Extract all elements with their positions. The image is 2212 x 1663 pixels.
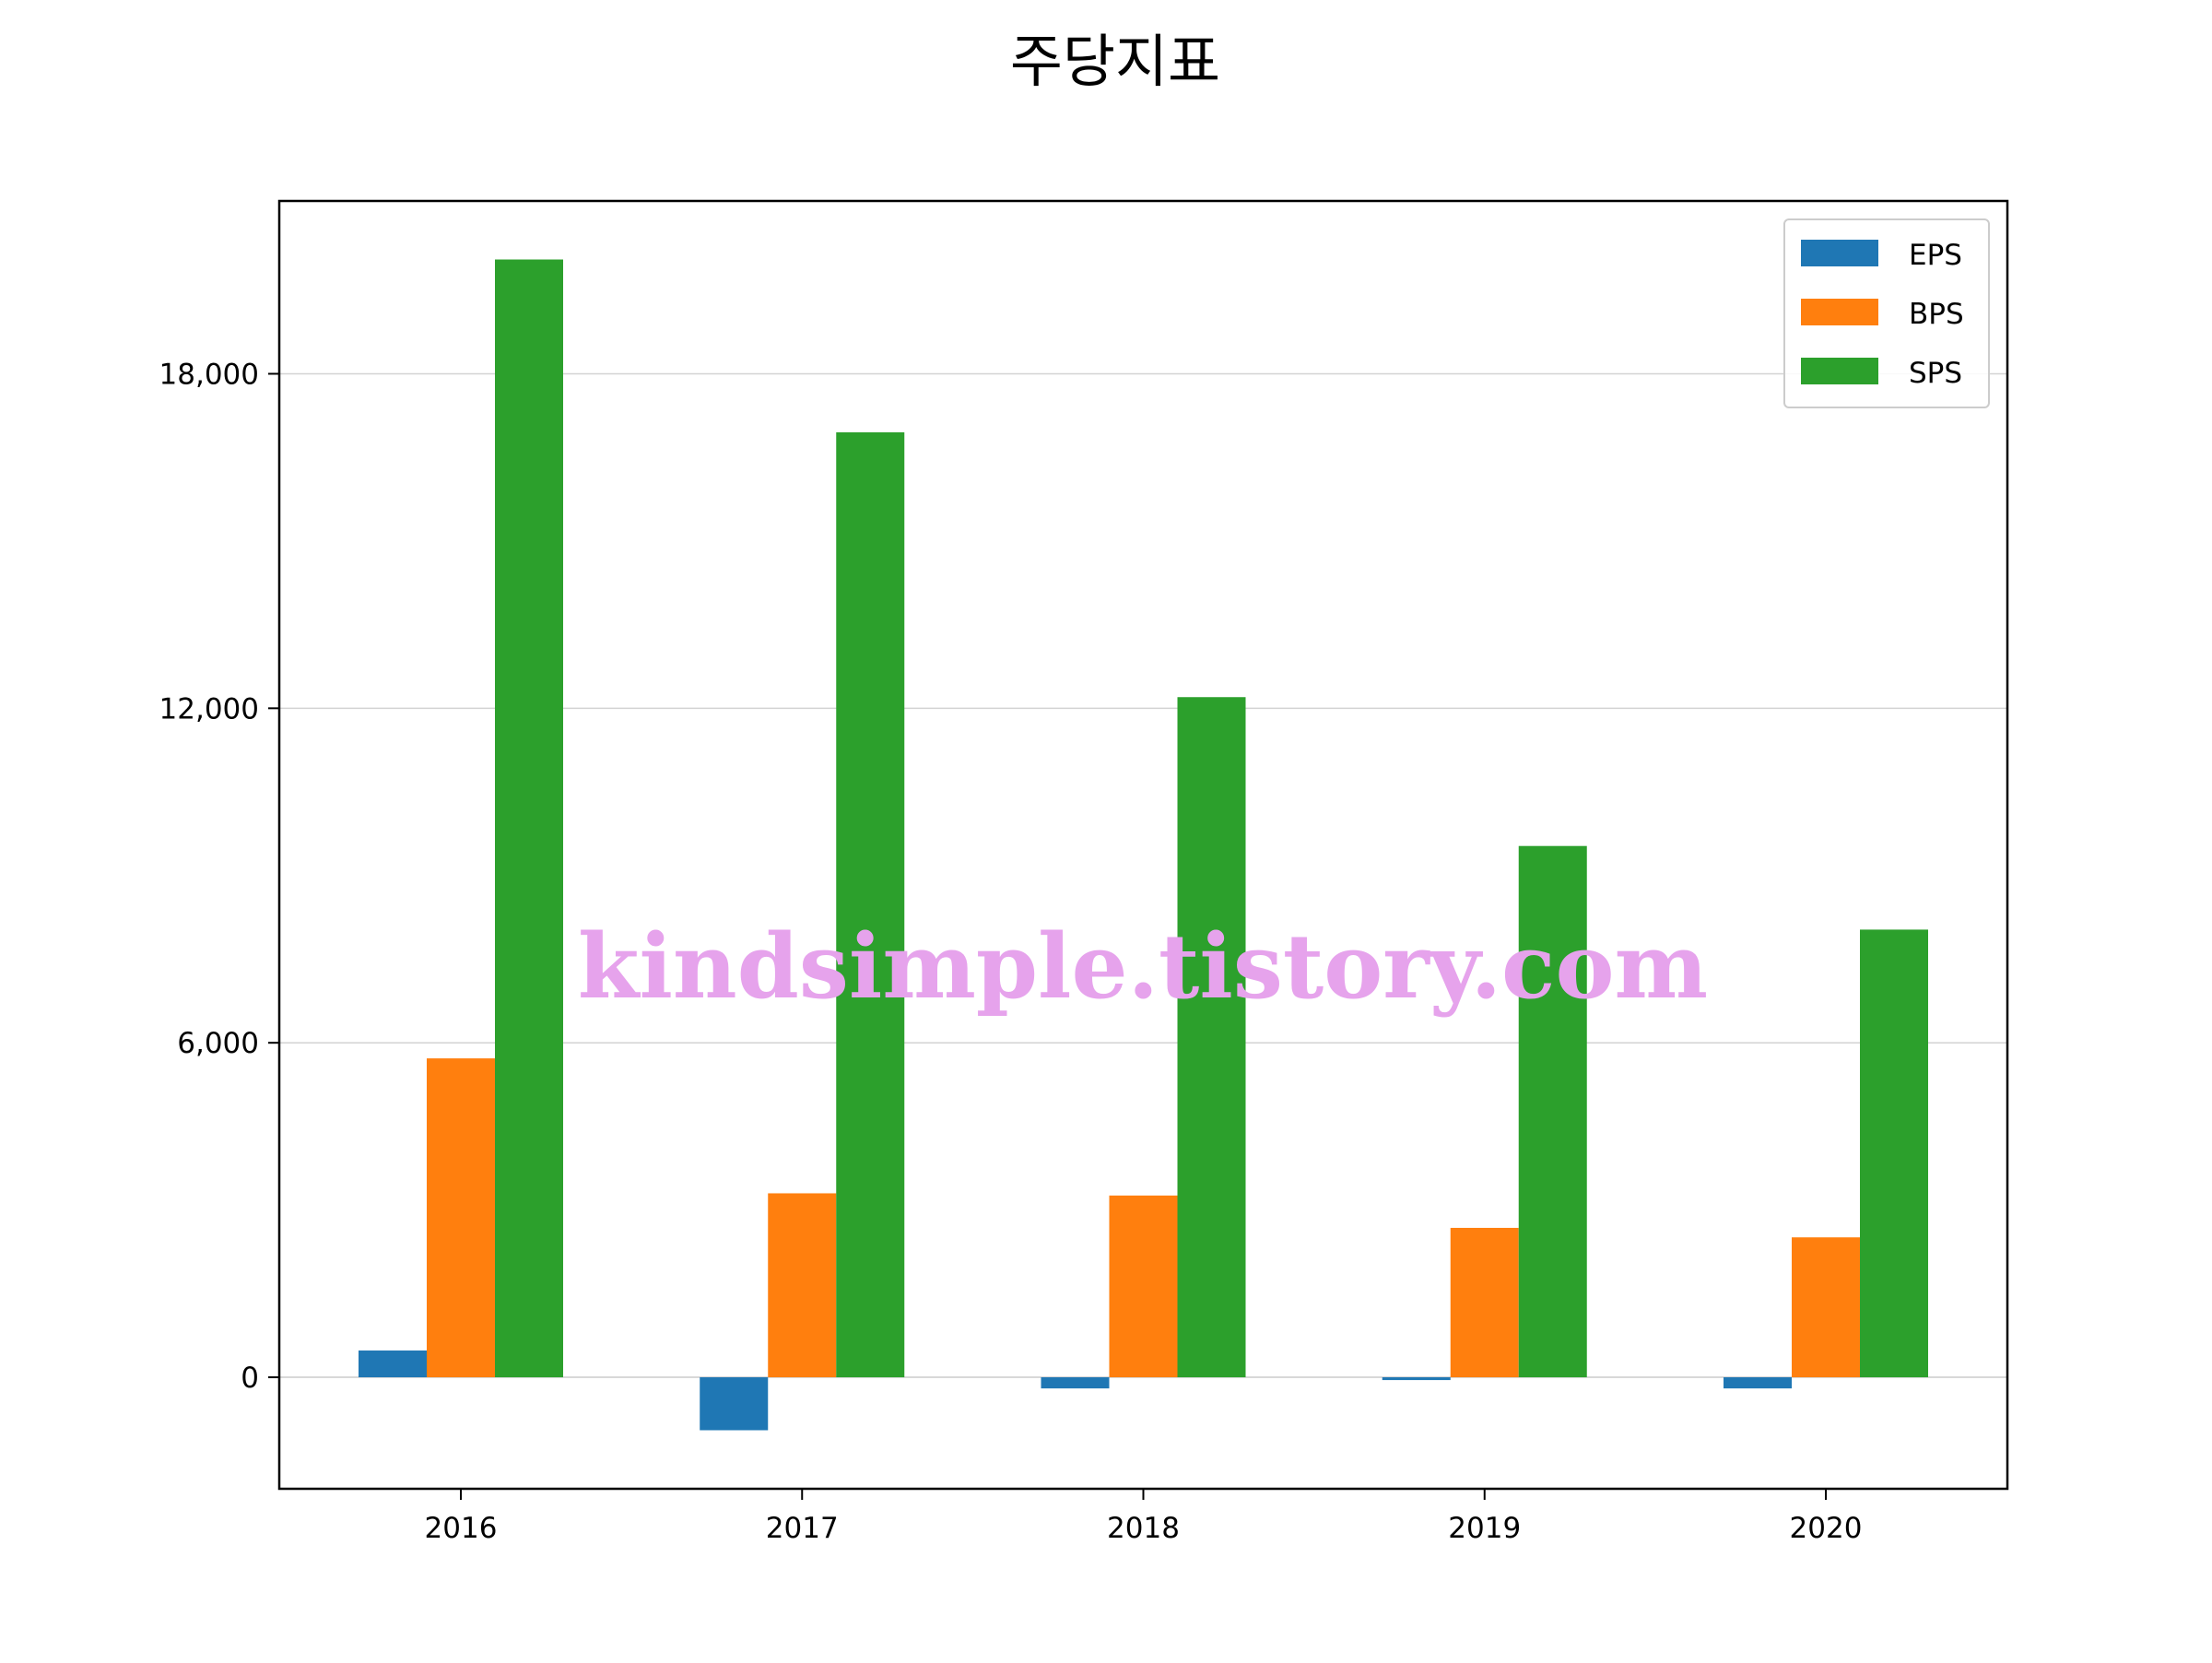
legend-label-bps: BPS <box>1909 298 1964 331</box>
bar-bps-2017 <box>768 1193 837 1378</box>
chart-title: 주당지표 <box>1010 28 1220 95</box>
x-tick-label: 2019 <box>1448 1512 1521 1545</box>
y-axis: 0 6,000 12,000 18,000 <box>159 358 279 1395</box>
bar-bps-2020 <box>1792 1237 1860 1378</box>
y-tick-label: 18,000 <box>159 358 259 391</box>
legend-label-sps: SPS <box>1909 357 1962 390</box>
grid-lines <box>279 372 2007 1378</box>
bar-sps-2017 <box>836 431 905 1378</box>
x-tick-label: 2018 <box>1107 1512 1180 1545</box>
bar-bps-2018 <box>1109 1195 1178 1378</box>
x-tick-label: 2017 <box>766 1512 839 1545</box>
bar-eps-2018 <box>1041 1377 1110 1389</box>
x-tick-label: 2016 <box>425 1512 498 1545</box>
bar-eps-2020 <box>1724 1377 1792 1389</box>
bars <box>359 259 1928 1431</box>
legend-swatch-sps <box>1801 358 1878 384</box>
bar-sps-2019 <box>1518 845 1587 1378</box>
bar-eps-2016 <box>359 1350 427 1378</box>
x-axis: 2016 2017 2018 2019 2020 <box>425 1489 1863 1545</box>
legend-swatch-bps <box>1801 299 1878 325</box>
y-tick-label: 12,000 <box>159 692 259 725</box>
legend-swatch-eps <box>1801 240 1878 266</box>
x-tick-label: 2020 <box>1790 1512 1863 1545</box>
watermark: kindsimple.tistory.com <box>578 914 1708 1019</box>
bar-sps-2016 <box>495 259 563 1378</box>
bar-sps-2018 <box>1177 697 1246 1378</box>
bar-eps-2017 <box>700 1377 769 1431</box>
y-tick-label: 6,000 <box>177 1027 259 1060</box>
legend-label-eps: EPS <box>1909 239 1962 272</box>
y-tick-label: 0 <box>241 1362 259 1395</box>
bar-sps-2020 <box>1860 929 1928 1378</box>
bar-eps-2019 <box>1382 1377 1451 1381</box>
bar-bps-2016 <box>427 1058 495 1378</box>
bar-bps-2019 <box>1450 1227 1519 1378</box>
legend: EPS BPS SPS <box>1783 218 1990 408</box>
